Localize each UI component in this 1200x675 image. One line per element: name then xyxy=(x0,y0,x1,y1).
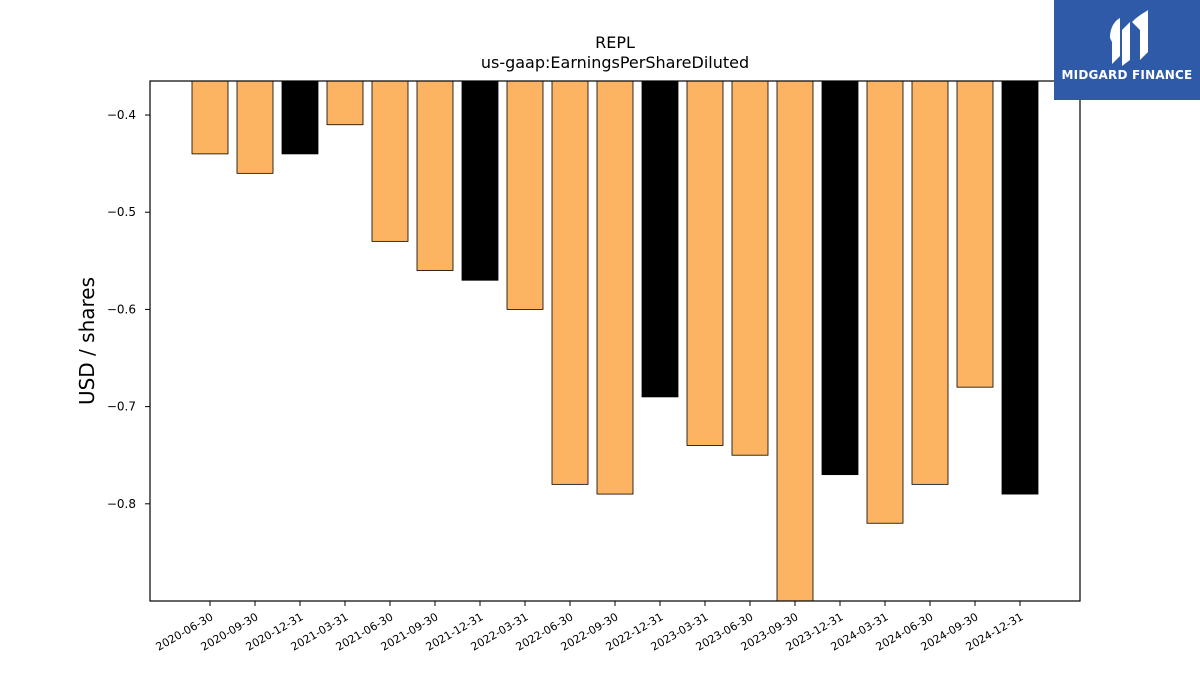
bars-layer xyxy=(191,80,1039,602)
x-ticks-layer: 2020-06-302020-09-302020-12-312021-03-31… xyxy=(154,601,1026,654)
bar-2020-06-30 xyxy=(191,80,229,155)
bar-2022-03-31 xyxy=(506,80,544,310)
bar-2020-09-30 xyxy=(236,80,274,174)
y-tick-label: −0.4 xyxy=(107,108,136,122)
y-tick-label: −0.5 xyxy=(107,205,136,219)
chart-title: REPL xyxy=(595,33,635,52)
brand-name: MIDGARD FINANCE xyxy=(1061,68,1193,82)
y-tick-label: −0.8 xyxy=(107,497,136,511)
y-tick-label: −0.7 xyxy=(107,400,136,414)
bar-2021-12-31 xyxy=(461,80,499,281)
bar-2024-06-30 xyxy=(911,80,949,485)
bar-2022-06-30 xyxy=(551,80,589,485)
bar-2023-09-30 xyxy=(776,80,814,602)
bar-2023-12-31 xyxy=(821,80,859,476)
chart-subtitle: us-gaap:EarningsPerShareDiluted xyxy=(481,53,749,72)
bar-2024-03-31 xyxy=(866,80,904,524)
bar-2023-06-30 xyxy=(731,80,769,456)
bar-2021-09-30 xyxy=(416,80,454,271)
bar-2022-12-31 xyxy=(641,80,679,398)
plot-frame xyxy=(149,80,1081,602)
bar-2024-12-31 xyxy=(1001,80,1039,495)
brand-mark-icon xyxy=(1110,10,1148,66)
brand-logo: MIDGARD FINANCE xyxy=(1054,0,1200,100)
bar-2022-09-30 xyxy=(596,80,634,495)
bar-2020-12-31 xyxy=(281,80,319,155)
bar-2021-03-31 xyxy=(326,80,364,126)
y-tick-label: −0.6 xyxy=(107,302,136,316)
y-axis-label: USD / shares xyxy=(75,277,99,405)
bar-2024-09-30 xyxy=(956,80,994,388)
bar-2021-06-30 xyxy=(371,80,409,242)
y-ticks-layer: −0.4 −0.5 −0.6 −0.7 −0.8 xyxy=(107,108,150,511)
bar-2023-03-31 xyxy=(686,80,724,446)
